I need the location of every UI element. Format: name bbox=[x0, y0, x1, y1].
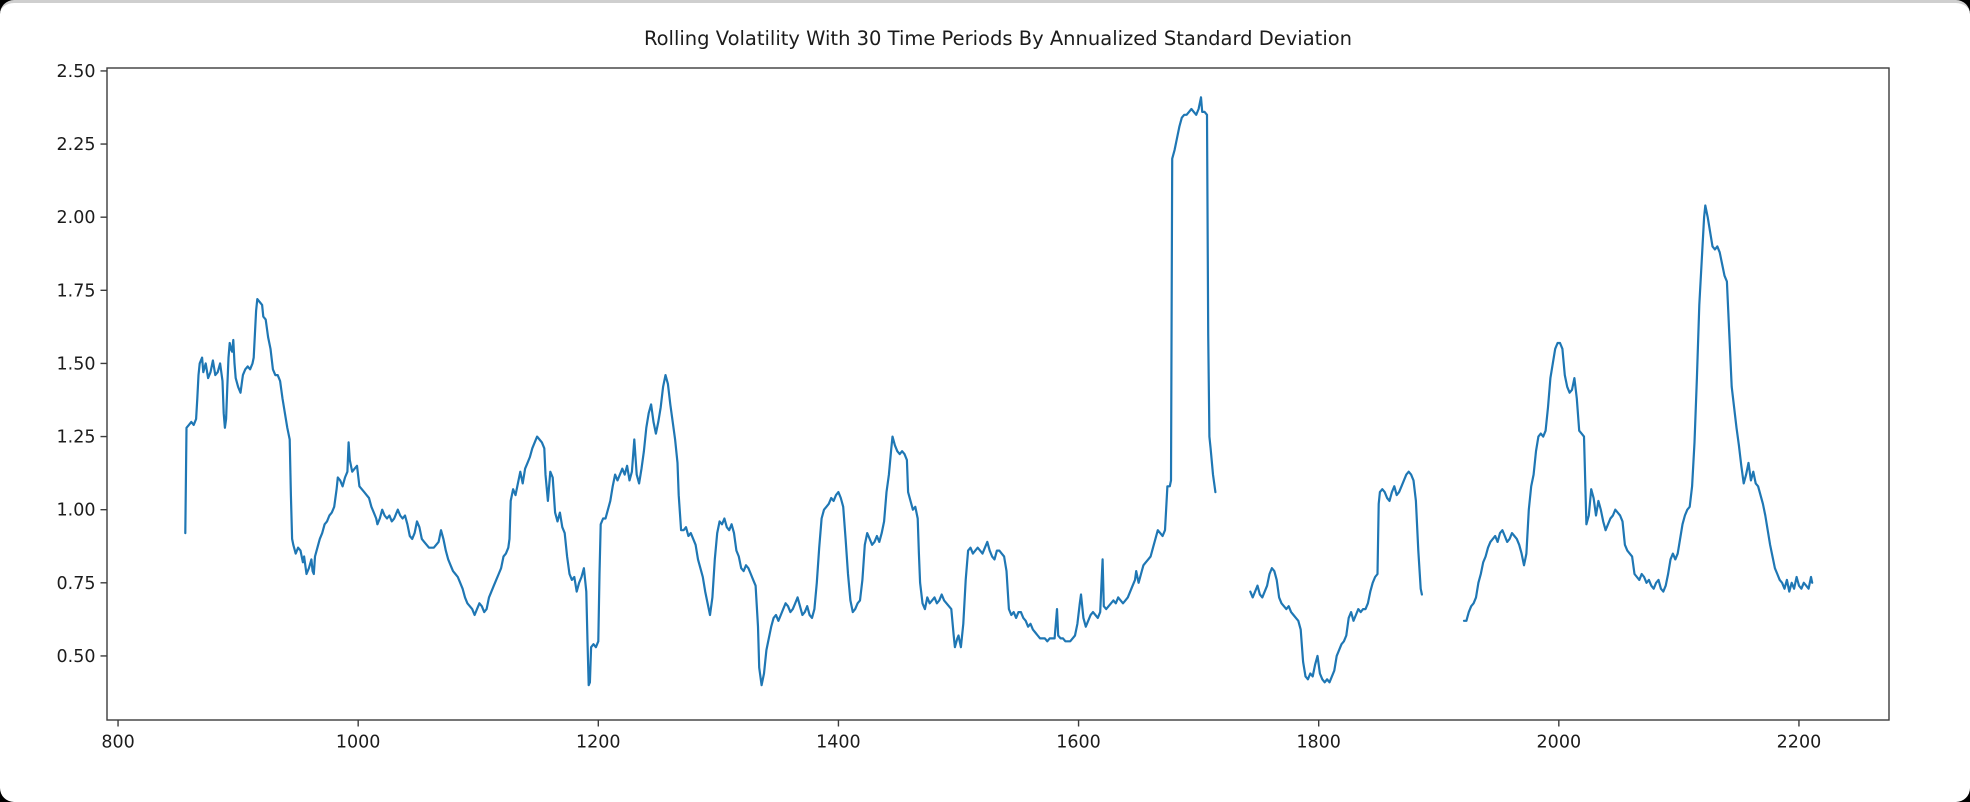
plot-background bbox=[107, 68, 1889, 720]
x-axis-tick-label: 1600 bbox=[1056, 733, 1101, 753]
series-layer bbox=[184, 96, 1814, 687]
y-axis-tick-label: 2.00 bbox=[57, 208, 96, 228]
y-axis-tick-label: 2.50 bbox=[57, 62, 96, 82]
volatility-line-segment bbox=[184, 96, 1217, 687]
x-axis-tick-label: 1400 bbox=[816, 733, 861, 753]
x-axis-tick-label: 1200 bbox=[576, 733, 621, 753]
volatility-line-segment bbox=[1249, 470, 1423, 684]
volatility-line-segment bbox=[1462, 204, 1814, 622]
x-axis-tick-label: 2000 bbox=[1537, 733, 1582, 753]
y-axis-tick-label: 1.25 bbox=[57, 428, 96, 448]
plot-frame bbox=[106, 67, 1890, 721]
y-axis-tick-label: 2.25 bbox=[57, 135, 96, 155]
x-axis-tick-label: 2200 bbox=[1777, 733, 1822, 753]
volatility-chart: 800 1000 1200 1400 1600 1800 2000 2200 0.50 0.75 1… bbox=[57, 27, 1890, 753]
y-axis-tick-label: 0.50 bbox=[57, 647, 96, 667]
y-axis-tick-label: 1.75 bbox=[57, 281, 96, 301]
x-axis-tick-label: 800 bbox=[101, 733, 134, 753]
y-axis-tick-label: 1.50 bbox=[57, 354, 96, 374]
y-axis-tick-label: 0.75 bbox=[57, 574, 96, 594]
x-axis-tick-label: 1000 bbox=[336, 733, 381, 753]
chart-title: Rolling Volatility With 30 Time Periods … bbox=[644, 27, 1352, 50]
y-axis-tick-label: 1.00 bbox=[57, 501, 96, 521]
x-axis-tick-label: 1800 bbox=[1296, 733, 1341, 753]
axes-layer: 800 1000 1200 1400 1600 1800 2000 2200 0.50 0.75 1… bbox=[57, 62, 1822, 753]
